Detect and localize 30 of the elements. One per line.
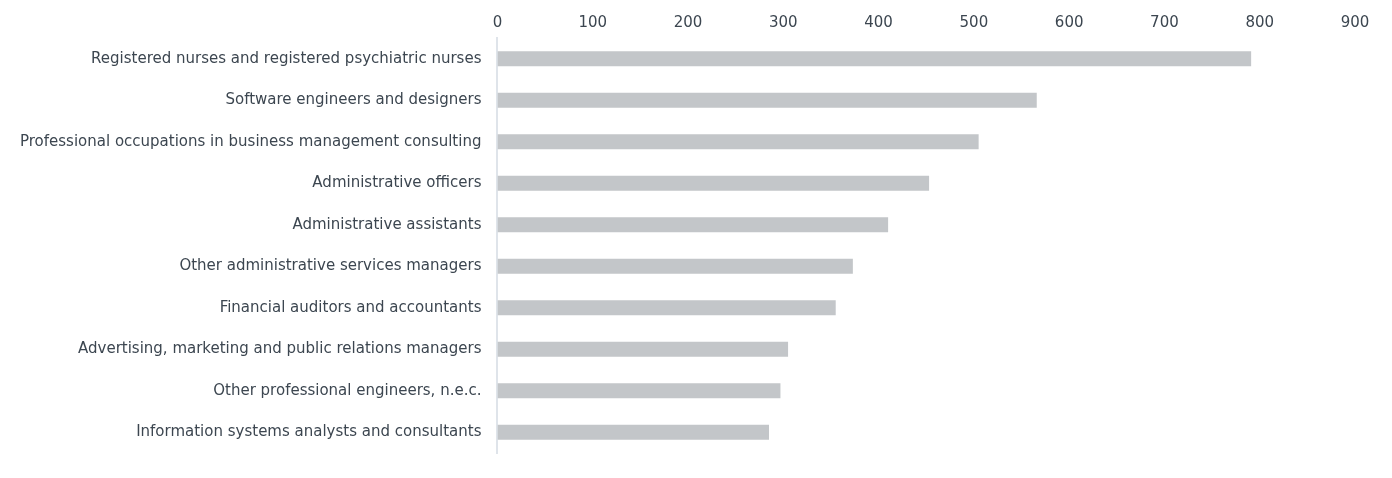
bar [497, 217, 889, 233]
bar [497, 134, 979, 150]
bar [497, 175, 930, 191]
y-tick-label: Other administrative services managers [179, 256, 482, 275]
x-tick-label: 700 [1150, 12, 1179, 31]
bar [497, 92, 1037, 108]
x-tick-label: 500 [959, 12, 989, 31]
y-tick-label: Advertising, marketing and public relations managers [78, 339, 482, 358]
bar [497, 424, 770, 440]
x-tick-label: 200 [673, 12, 703, 31]
y-tick-label: Financial auditors and accountants [219, 297, 482, 316]
x-tick-label: 300 [768, 12, 798, 31]
x-tick-label: 0 [492, 12, 503, 31]
bar [497, 51, 1252, 67]
bar [497, 258, 853, 274]
x-tick-label: 600 [1054, 12, 1084, 31]
x-tick-label: 100 [578, 12, 608, 31]
x-tick-label: 400 [864, 12, 893, 31]
y-tick-label: Other professional engineers, n.e.c. [213, 380, 482, 399]
y-tick-label: Software engineers and designers [225, 90, 482, 109]
bar [497, 341, 789, 357]
y-tick-label: Administrative officers [312, 173, 482, 192]
bar [497, 300, 836, 316]
x-tick-label: 900 [1340, 12, 1370, 31]
y-tick-label: Information systems analysts and consultants [136, 422, 482, 441]
x-tick-label: 800 [1245, 12, 1275, 31]
bar [497, 383, 781, 399]
y-tick-label: Professional occupations in business management consulting [19, 131, 482, 150]
y-tick-label: Administrative assistants [292, 214, 482, 233]
y-tick-label: Registered nurses and registered psychiatric nurses [91, 48, 482, 67]
